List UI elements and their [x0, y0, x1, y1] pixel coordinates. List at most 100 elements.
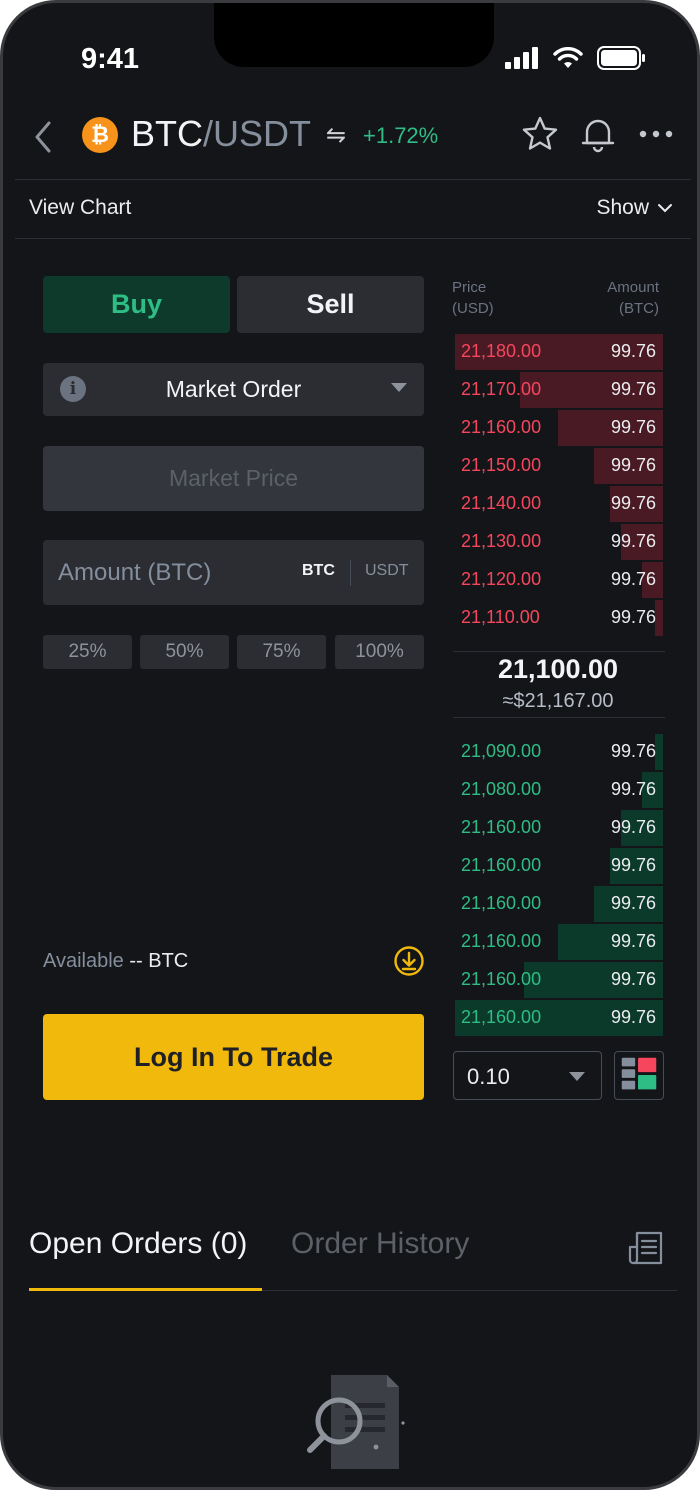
bid-depth-bar	[524, 962, 663, 998]
order-type-label: Market Order	[165, 376, 302, 402]
bid-amount: 99.76	[610, 893, 656, 913]
price-change: +1.72%	[363, 123, 439, 148]
market-price-field	[43, 446, 424, 511]
ask-depth-bar	[520, 372, 663, 408]
ask-depth-bar	[610, 486, 663, 522]
buy-tab[interactable]: Buy	[43, 276, 230, 333]
tab-open-orders[interactable]: Open Orders (0)	[29, 1227, 248, 1260]
caret-down-icon	[391, 383, 407, 392]
order-type-select[interactable]: i Market Order	[43, 363, 424, 416]
bid-row[interactable]: 21,160.00 99.76	[453, 961, 663, 999]
ask-depth-bar	[642, 562, 663, 598]
orderbook-layout-icon[interactable]	[614, 1051, 664, 1100]
amount-field[interactable]: BTC USDT	[43, 540, 424, 605]
price-header-unit: (USD)	[452, 300, 494, 317]
star-icon[interactable]	[521, 115, 559, 153]
ask-depth-bar	[558, 410, 663, 446]
show-label: Show	[596, 196, 649, 219]
bid-amount: 99.76	[610, 855, 656, 875]
header-divider	[15, 179, 691, 180]
amount-header: Amount (BTC)	[607, 277, 659, 319]
bell-icon[interactable]	[579, 115, 617, 153]
bid-depth-bar	[655, 734, 663, 770]
wifi-icon	[553, 47, 583, 68]
ask-row[interactable]: 21,130.00 99.76	[453, 523, 663, 561]
bid-amount: 99.76	[610, 741, 656, 761]
mid-top-divider	[453, 651, 665, 652]
status-icons	[505, 46, 645, 70]
amount-input[interactable]	[43, 540, 283, 605]
caret-down-icon	[569, 1072, 585, 1081]
ask-row[interactable]: 21,140.00 99.76	[453, 485, 663, 523]
ask-price: 21,140.00	[461, 493, 542, 513]
order-list-icon[interactable]	[627, 1229, 665, 1267]
bid-price: 21,160.00	[461, 855, 542, 875]
bid-depth-bar	[455, 1000, 663, 1036]
ask-amount: 99.76	[610, 493, 656, 513]
bid-row[interactable]: 21,090.00 99.76	[453, 733, 663, 771]
decimals-value: 0.10	[467, 1064, 510, 1089]
bid-price: 21,160.00	[461, 893, 542, 913]
bid-amount: 99.76	[610, 931, 656, 951]
mid-fiat-price: ≈$21,167.00	[502, 690, 614, 712]
pct-25-button[interactable]: 25%	[43, 635, 132, 669]
bid-price: 21,160.00	[461, 817, 542, 837]
bid-row[interactable]: 21,160.00 99.76	[453, 999, 663, 1037]
bid-price: 21,080.00	[461, 779, 542, 799]
bid-row[interactable]: 21,160.00 99.76	[453, 885, 663, 923]
available-label: Available	[43, 950, 124, 972]
pct-50-button[interactable]: 50%	[140, 635, 229, 669]
bid-row[interactable]: 21,080.00 99.76	[453, 771, 663, 809]
ask-price: 21,160.00	[461, 417, 542, 437]
pair-base: BTC	[131, 113, 203, 154]
ask-price: 21,130.00	[461, 531, 542, 551]
ask-price: 21,150.00	[461, 455, 542, 475]
ask-depth-bar	[455, 334, 663, 370]
tab-order-history[interactable]: Order History	[291, 1227, 470, 1260]
ask-row[interactable]: 21,180.00 99.76	[453, 333, 663, 371]
tabs-baseline	[29, 1290, 677, 1291]
pair-title[interactable]: BTC/USDT	[131, 113, 311, 155]
ask-price: 21,110.00	[461, 607, 540, 627]
show-dropdown[interactable]: Show	[596, 196, 673, 220]
unit-usdt-toggle[interactable]: USDT	[365, 562, 409, 579]
ask-depth-bar	[655, 600, 663, 636]
back-chevron-icon[interactable]	[29, 117, 57, 157]
mid-bottom-divider	[453, 717, 665, 718]
deposit-download-icon[interactable]	[393, 945, 425, 977]
unit-separator	[350, 560, 351, 586]
ask-price: 21,170.00	[461, 379, 542, 399]
login-to-trade-button[interactable]: Log In To Trade	[43, 1014, 424, 1100]
mid-price[interactable]: 21,100.00	[497, 654, 619, 684]
decimals-select[interactable]: 0.10	[453, 1051, 602, 1100]
unit-btc-toggle[interactable]: BTC	[302, 562, 335, 579]
pct-75-button[interactable]: 75%	[237, 635, 326, 669]
bid-amount: 99.76	[610, 779, 656, 799]
bid-price: 21,160.00	[461, 969, 542, 989]
bid-row[interactable]: 21,160.00 99.76	[453, 809, 663, 847]
sell-tab[interactable]: Sell	[237, 276, 424, 333]
info-icon[interactable]: i	[60, 376, 86, 402]
more-icon[interactable]	[637, 115, 675, 153]
amount-header-title: Amount	[607, 279, 659, 296]
pct-100-button[interactable]: 100%	[335, 635, 424, 669]
empty-search-document-icon	[307, 1375, 405, 1469]
ask-row[interactable]: 21,170.00 99.76	[453, 371, 663, 409]
ask-row[interactable]: 21,110.00 99.76	[453, 599, 663, 637]
ask-price: 21,120.00	[461, 569, 542, 589]
market-price-input	[43, 446, 424, 511]
bid-row[interactable]: 21,160.00 99.76	[453, 847, 663, 885]
bid-price: 21,160.00	[461, 931, 542, 951]
subheader-divider	[15, 238, 691, 239]
ask-row[interactable]: 21,150.00 99.76	[453, 447, 663, 485]
ask-row[interactable]: 21,120.00 99.76	[453, 561, 663, 599]
bid-depth-bar	[594, 886, 663, 922]
view-chart-link[interactable]: View Chart	[29, 196, 132, 219]
bid-row[interactable]: 21,160.00 99.76	[453, 923, 663, 961]
bitcoin-icon: ₿	[82, 117, 118, 153]
ask-row[interactable]: 21,160.00 99.76	[453, 409, 663, 447]
ask-amount: 99.76	[610, 607, 656, 627]
bid-depth-bar	[621, 810, 663, 846]
swap-icon[interactable]: ⇋	[326, 122, 347, 149]
